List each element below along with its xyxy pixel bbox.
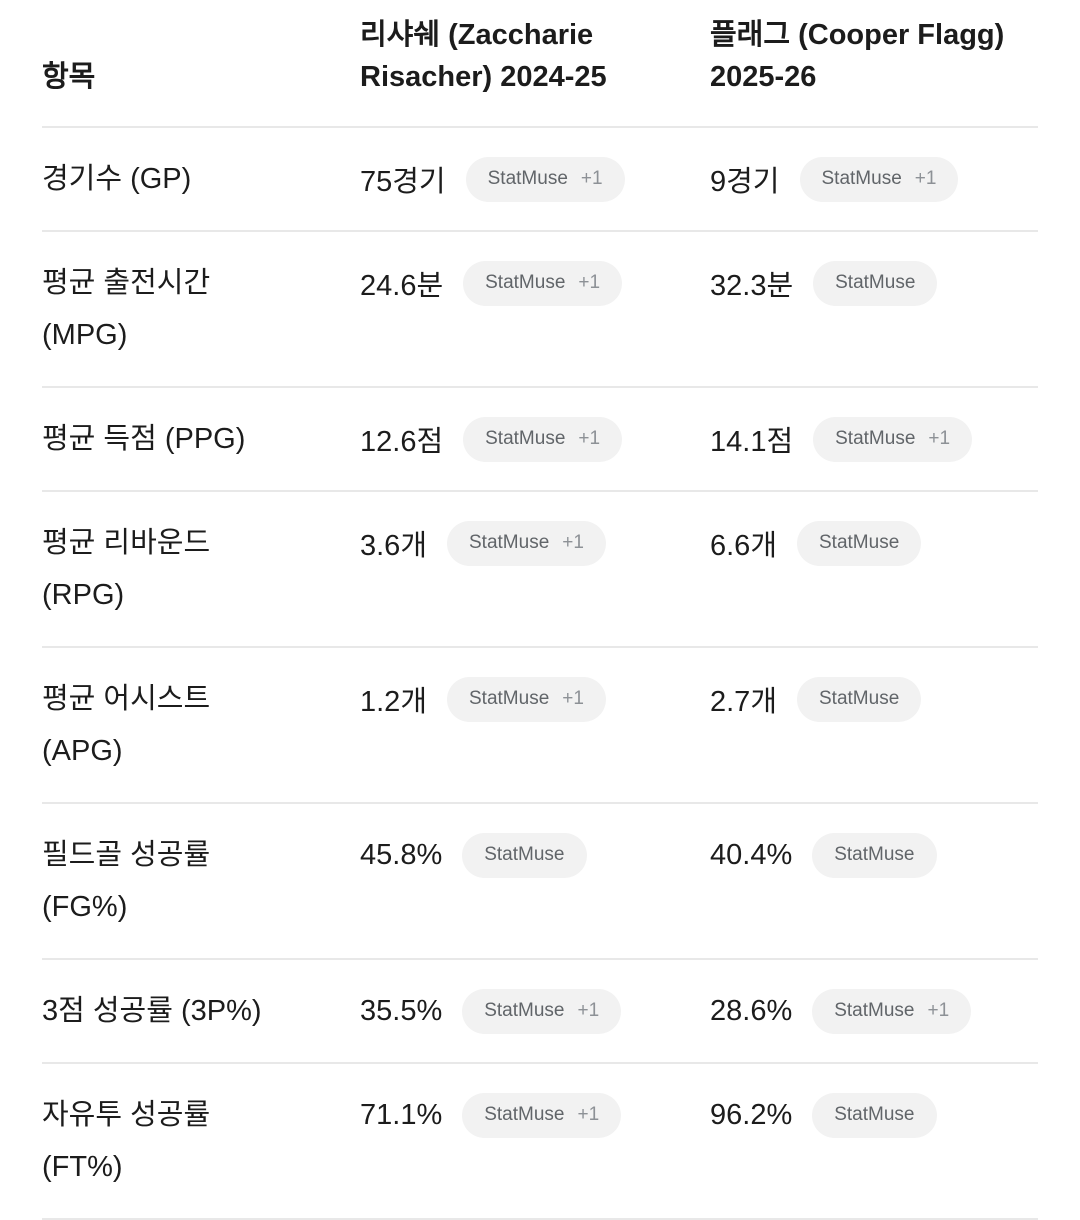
source-extra-count: +1 [577, 1000, 600, 1021]
table-row-ft-pct: 자유투 성공률 (FT%) 71.1% StatMuse +1 96.2% Sta… [42, 1064, 1038, 1220]
source-name: StatMuse [835, 428, 916, 449]
source-citation-chip[interactable]: StatMuse +1 [463, 416, 623, 462]
source-citation-chip[interactable]: StatMuse +1 [465, 156, 625, 202]
source-citation-chip[interactable]: StatMuse [813, 260, 938, 306]
source-name: StatMuse [834, 844, 915, 865]
source-extra-count: +1 [562, 688, 584, 709]
source-name: StatMuse [484, 1000, 565, 1021]
risacher-value: 35.5% [360, 994, 443, 1027]
source-name: StatMuse [485, 428, 566, 449]
column-header-risacher: 리샤쉐 (Zaccharie Risacher) 2024-25 [360, 19, 607, 93]
risacher-value: 45.8% [360, 838, 443, 871]
source-name: StatMuse [819, 688, 900, 709]
flagg-value: 14.1점 [710, 426, 794, 458]
risacher-value: 75경기 [360, 166, 446, 198]
source-citation-chip[interactable]: StatMuse +1 [813, 416, 973, 462]
table-row-ppg: 평균 득점 (PPG) 12.6점 StatMuse +1 14.1점 StatM… [42, 388, 1038, 492]
source-name: StatMuse [835, 272, 916, 293]
source-name: StatMuse [834, 1000, 915, 1021]
source-citation-chip[interactable]: StatMuse +1 [462, 1092, 622, 1138]
stat-label: 평균 득점 (PPG) [42, 423, 246, 455]
risacher-value: 1.2개 [360, 686, 427, 718]
source-citation-chip[interactable]: StatMuse +1 [462, 988, 622, 1034]
source-citation-chip[interactable]: StatMuse [812, 832, 937, 878]
risacher-value: 24.6분 [360, 270, 444, 302]
flagg-value: 6.6개 [710, 530, 777, 562]
table-row-rpg: 평균 리바운드 (RPG) 3.6개 StatMuse +1 6.6개 StatM… [42, 492, 1038, 648]
source-citation-chip[interactable]: StatMuse [812, 1092, 937, 1138]
source-citation-chip[interactable]: StatMuse [462, 832, 587, 878]
source-citation-chip[interactable]: StatMuse +1 [447, 520, 606, 566]
flagg-value: 40.4% [710, 838, 793, 871]
source-name: StatMuse [821, 168, 902, 189]
table-row-mpg: 평균 출전시간 (MPG) 24.6분 StatMuse +1 32.3분 Sta… [42, 232, 1038, 388]
source-name: StatMuse [469, 532, 550, 553]
source-citation-chip[interactable]: StatMuse +1 [799, 156, 959, 202]
source-name: StatMuse [484, 1104, 565, 1125]
risacher-value: 3.6개 [360, 530, 427, 562]
source-extra-count: +1 [578, 428, 601, 449]
source-extra-count: +1 [914, 168, 937, 189]
source-citation-chip[interactable]: StatMuse +1 [812, 988, 972, 1034]
risacher-value: 71.1% [360, 1098, 443, 1131]
source-extra-count: +1 [580, 168, 603, 189]
source-extra-count: +1 [928, 428, 951, 449]
flagg-value: 2.7개 [710, 686, 777, 718]
table-header-row: 항목 리샤쉐 (Zaccharie Risacher) 2024-25 플래그 … [42, 0, 1038, 128]
source-name: StatMuse [485, 272, 566, 293]
flagg-value: 28.6% [710, 994, 793, 1027]
stat-label: 평균 출전시간 (MPG) [42, 267, 211, 351]
source-name: StatMuse [819, 532, 900, 553]
column-header-flagg: 플래그 (Cooper Flagg) 2025-26 [710, 19, 1005, 93]
source-name: StatMuse [487, 168, 568, 189]
table-row-fg-pct: 필드골 성공률 (FG%) 45.8% StatMuse 40.4% StatM… [42, 804, 1038, 960]
column-header-item: 항목 [42, 61, 96, 93]
source-name: StatMuse [834, 1104, 915, 1125]
source-extra-count: +1 [562, 532, 584, 553]
source-citation-chip[interactable]: StatMuse +1 [463, 260, 623, 306]
stat-label: 자유투 성공률 (FT%) [42, 1099, 211, 1183]
source-name: StatMuse [469, 688, 550, 709]
stat-label: 평균 어시스트 (APG) [42, 683, 211, 767]
source-citation-chip[interactable]: StatMuse +1 [447, 676, 606, 722]
source-citation-chip[interactable]: StatMuse [797, 676, 922, 722]
table-row-3p-pct: 3점 성공률 (3P%) 35.5% StatMuse +1 28.6% Stat… [42, 960, 1038, 1064]
table-row-apg: 평균 어시스트 (APG) 1.2개 StatMuse +1 2.7개 StatM… [42, 648, 1038, 804]
risacher-value: 12.6점 [360, 426, 444, 458]
flagg-value: 9경기 [710, 166, 780, 198]
source-name: StatMuse [484, 844, 565, 865]
stat-label: 필드골 성공률 (FG%) [42, 839, 211, 923]
source-extra-count: +1 [927, 1000, 950, 1021]
flagg-value: 32.3분 [710, 270, 794, 302]
stat-label: 3점 성공률 (3P%) [42, 995, 262, 1027]
table-row-gp: 경기수 (GP) 75경기 StatMuse +1 9경기 StatMuse +1 [42, 128, 1038, 232]
stat-label: 평균 리바운드 (RPG) [42, 527, 211, 611]
stat-label: 경기수 (GP) [42, 163, 192, 195]
source-extra-count: +1 [578, 272, 601, 293]
source-extra-count: +1 [577, 1104, 600, 1125]
source-citation-chip[interactable]: StatMuse [797, 520, 922, 566]
flagg-value: 96.2% [710, 1098, 793, 1131]
